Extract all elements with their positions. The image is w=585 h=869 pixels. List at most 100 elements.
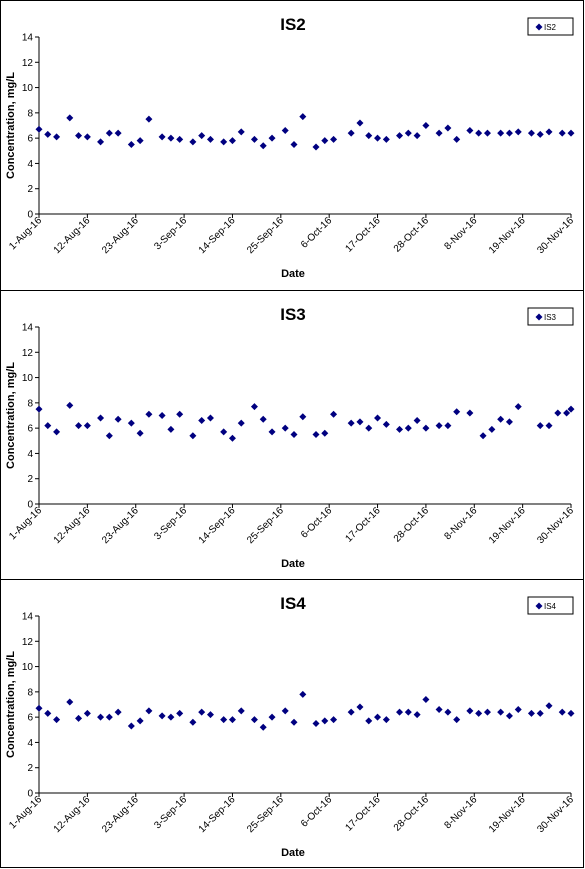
- data-point: [167, 425, 175, 433]
- data-point: [237, 707, 245, 715]
- data-point: [453, 408, 461, 416]
- chart-title: IS2: [280, 15, 306, 34]
- data-point: [321, 717, 329, 725]
- chart-panel-is4: IS4 0 2 4 6 8 10 12 14 1-Aug-16 12-Aug-16 23-Aug-16…: [0, 579, 584, 868]
- data-point: [514, 403, 522, 411]
- y-tick-label: 8: [27, 687, 33, 698]
- data-point: [53, 428, 61, 436]
- data-point: [536, 709, 544, 717]
- x-tick-label: 17-Oct-16: [343, 215, 383, 255]
- data-point: [365, 717, 373, 725]
- data-point: [250, 135, 258, 143]
- data-point: [35, 704, 43, 712]
- y-tick-label: 10: [22, 662, 34, 673]
- data-point: [158, 133, 166, 141]
- data-point: [290, 140, 298, 148]
- y-axis-label: Concentration, mg/L: [5, 651, 17, 758]
- data-point: [312, 143, 320, 151]
- data-point: [198, 417, 206, 425]
- data-point: [35, 405, 43, 413]
- legend: IS2: [527, 17, 574, 36]
- data-point: [413, 417, 421, 425]
- data-point: [114, 415, 122, 423]
- legend-label: IS2: [544, 23, 557, 32]
- x-tick-label: 3-Sep-16: [152, 794, 189, 831]
- x-tick-label: 14-Sep-16: [197, 794, 238, 835]
- data-point: [404, 708, 412, 716]
- x-tick-label: 19-Nov-16: [487, 505, 528, 546]
- x-tick-label: 3-Sep-16: [152, 215, 189, 252]
- data-point: [259, 415, 267, 423]
- data-point: [514, 128, 522, 136]
- data-point: [237, 128, 245, 136]
- x-tick-label: 14-Sep-16: [197, 215, 238, 256]
- legend-marker: [535, 313, 543, 321]
- data-point: [505, 712, 513, 720]
- x-tick-label: 1-Aug-16: [7, 794, 44, 831]
- data-point: [488, 425, 496, 433]
- data-point: [422, 424, 430, 432]
- data-point: [558, 129, 566, 137]
- data-point: [479, 432, 487, 440]
- data-point: [97, 414, 105, 422]
- data-point: [228, 137, 236, 145]
- data-point: [374, 134, 382, 142]
- data-point: [382, 135, 390, 143]
- data-point: [444, 422, 452, 430]
- x-tick-label: 8-Nov-16: [443, 794, 480, 831]
- data-point: [114, 708, 122, 716]
- y-tick-label: 4: [27, 738, 33, 749]
- chart-is3: IS3 0 2 4 6 8 10 12 14 1-Aug-16 12-Aug-16 23-Aug-16…: [5, 305, 576, 570]
- data-point: [259, 723, 267, 731]
- data-point: [563, 409, 571, 417]
- x-tick-label: 19-Nov-16: [487, 215, 528, 256]
- data-point: [44, 130, 52, 138]
- data-point: [220, 138, 228, 146]
- data-point: [250, 403, 258, 411]
- data-point: [374, 713, 382, 721]
- data-point: [75, 132, 83, 140]
- x-tick-label: 25-Sep-16: [245, 794, 286, 835]
- x-tick-label: 14-Sep-16: [197, 505, 238, 546]
- data-point: [97, 138, 105, 146]
- data-point: [374, 414, 382, 422]
- legend-box: [527, 596, 574, 615]
- y-tick-label: 2: [27, 184, 33, 195]
- data-point: [497, 129, 505, 137]
- legend: IS3: [527, 307, 574, 326]
- x-tick-label: 12-Aug-16: [52, 215, 93, 256]
- x-tick-label: 30-Nov-16: [535, 215, 576, 256]
- data-point: [66, 698, 74, 706]
- data-point: [382, 420, 390, 428]
- x-tick-label: 17-Oct-16: [343, 505, 383, 545]
- data-point: [567, 405, 575, 413]
- legend-label: IS3: [544, 313, 557, 322]
- y-tick-label: 10: [22, 373, 34, 384]
- data-point: [66, 114, 74, 122]
- data-point: [330, 410, 338, 418]
- x-tick-label: 19-Nov-16: [487, 794, 528, 835]
- data-point: [176, 709, 184, 717]
- data-point: [268, 134, 276, 142]
- data-point: [453, 135, 461, 143]
- y-tick-label: 6: [27, 424, 33, 435]
- x-tick-label: 25-Sep-16: [245, 215, 286, 256]
- data-point: [281, 707, 289, 715]
- legend-marker: [535, 23, 543, 31]
- data-point: [145, 707, 153, 715]
- data-point: [347, 708, 355, 716]
- data-point: [75, 714, 83, 722]
- x-tick-label: 28-Oct-16: [392, 215, 432, 255]
- data-point: [83, 133, 91, 141]
- data-point: [220, 428, 228, 436]
- data-point: [365, 132, 373, 140]
- data-point: [44, 709, 52, 717]
- y-tick-label: 12: [22, 637, 34, 648]
- data-point: [299, 690, 307, 698]
- y-tick-label: 14: [22, 323, 34, 334]
- data-point: [206, 135, 214, 143]
- x-tick-label: 12-Aug-16: [52, 505, 93, 546]
- x-tick-label: 6-Oct-16: [299, 505, 335, 541]
- x-axis-label: Date: [281, 558, 305, 570]
- data-point: [228, 434, 236, 442]
